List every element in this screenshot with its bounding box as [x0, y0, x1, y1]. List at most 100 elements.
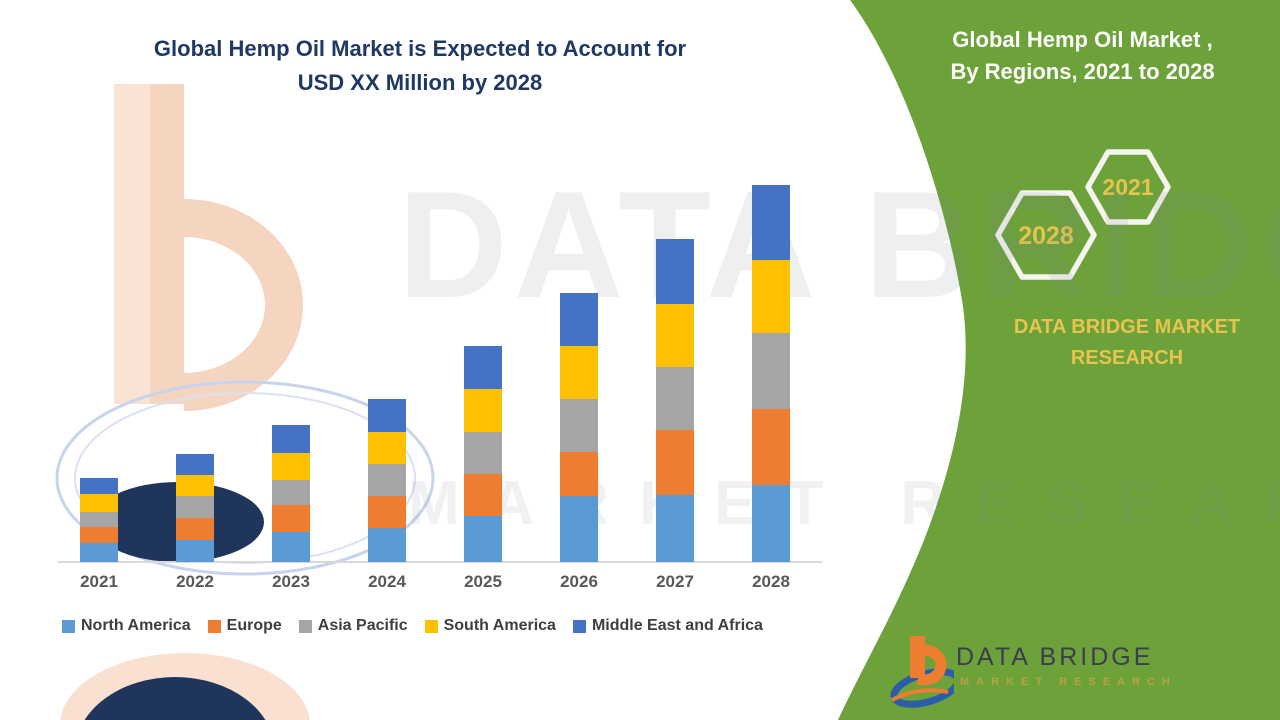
bar-segment-2026-north-america [560, 496, 598, 562]
logo-tagline-text: MARKET RESEARCH [960, 676, 1177, 688]
panel-title: Global Hemp Oil Market , By Regions, 202… [905, 24, 1260, 88]
bar-segment-2024-europe [368, 496, 406, 528]
watermark-ellipse-ring-inner [74, 392, 416, 564]
bar-segment-2023-south-america [272, 453, 310, 480]
bar-segment-2023-middle-east-and-africa [272, 425, 310, 453]
x-axis-label-2025: 2025 [464, 572, 502, 591]
x-axis-line [58, 561, 822, 563]
bar-segment-2021-asia-pacific [80, 512, 118, 527]
legend-swatch-north-america [62, 619, 75, 633]
bar-segment-2025-north-america [464, 516, 502, 562]
panel-title-line1: Global Hemp Oil Market , [952, 27, 1213, 52]
bar-segment-2027-north-america [656, 495, 694, 562]
panel-brand-text: DATA BRIDGE MARKET RESEARCH [960, 312, 1280, 374]
bar-2021 [80, 478, 118, 562]
bar-2023 [272, 425, 310, 562]
x-axis-label-2022: 2022 [176, 572, 214, 591]
watermark-ellipse-ring [55, 380, 435, 576]
bar-segment-2026-south-america [560, 346, 598, 399]
x-axis-label-2023: 2023 [272, 572, 310, 591]
hexagon-2021 [1085, 149, 1171, 225]
legend-item-north-america: North America [62, 617, 191, 635]
bar-segment-2028-south-america [752, 260, 790, 333]
legend-swatch-south-america [424, 619, 438, 633]
x-axis-label-2021: 2021 [80, 572, 118, 591]
bar-2025 [464, 346, 502, 562]
chart-title-line1: Global Hemp Oil Market is Expected to Ac… [153, 36, 687, 61]
bar-segment-2026-europe [560, 452, 598, 496]
logo-orange-underline [891, 688, 949, 702]
bar-segment-2025-middle-east-and-africa [464, 346, 502, 389]
logo-name-text: DATA BRIDGE [956, 643, 1154, 671]
x-axis-label-2027: 2027 [656, 572, 694, 591]
bar-segment-2022-asia-pacific [176, 496, 214, 518]
legend-label-south-america: South America [443, 617, 556, 634]
bar-2028 [752, 185, 790, 562]
bar-segment-2024-north-america [368, 528, 406, 562]
legend-item-south-america: South America [424, 617, 556, 635]
bar-segment-2028-north-america [752, 485, 790, 562]
bar-segment-2024-asia-pacific [368, 464, 406, 496]
x-axis-label-2024: 2024 [368, 572, 406, 591]
legend-label-middle-east-and-africa: Middle East and Africa [591, 617, 763, 634]
chart-title-line2: USD XX Million by 2028 [297, 70, 543, 95]
bar-segment-2021-middle-east-and-africa [80, 478, 118, 494]
bar-segment-2025-south-america [464, 389, 502, 432]
bar-segment-2022-south-america [176, 475, 214, 496]
x-axis-label-2026: 2026 [560, 572, 598, 591]
bar-segment-2022-middle-east-and-africa [176, 454, 214, 475]
bar-2022 [176, 454, 214, 562]
legend-label-north-america: North America [81, 617, 191, 634]
legend-label-europe: Europe [226, 617, 282, 634]
legend-item-asia-pacific: Asia Pacific [298, 617, 408, 635]
x-axis-label-2028: 2028 [752, 572, 790, 591]
logo-b-bowl [916, 644, 947, 686]
green-panel-shape [838, 0, 1280, 720]
panel-title-line2: By Regions, 2021 to 2028 [950, 59, 1215, 84]
bar-segment-2022-europe [176, 518, 214, 540]
data-bridge-logo: DATA BRIDGE MARKET RESEARCH [888, 630, 1218, 712]
bar-segment-2028-middle-east-and-africa [752, 185, 790, 260]
legend-item-europe: Europe [207, 617, 282, 635]
watermark-b-stem-shade [150, 84, 184, 404]
bar-segment-2028-asia-pacific [752, 333, 790, 409]
logo-b-stem [910, 636, 925, 678]
bar-segment-2021-europe [80, 527, 118, 543]
bar-segment-2024-middle-east-and-africa [368, 399, 406, 432]
legend-swatch-middle-east-and-africa [572, 619, 586, 633]
watermark-navy-corner [84, 677, 266, 720]
bar-segment-2027-asia-pacific [656, 367, 694, 430]
bar-segment-2028-europe [752, 409, 790, 485]
panel-brand-line1: DATA BRIDGE MARKET [1013, 316, 1241, 338]
bar-segment-2023-north-america [272, 532, 310, 562]
bar-segment-2022-north-america [176, 540, 214, 562]
bar-segment-2027-south-america [656, 304, 694, 367]
bar-2026 [560, 293, 598, 562]
hexagon-2021-label: 2021 [1102, 174, 1153, 200]
legend-swatch-europe [207, 619, 221, 633]
hexagon-2028 [995, 190, 1097, 280]
bar-segment-2026-middle-east-and-africa [560, 293, 598, 346]
legend-label-asia-pacific: Asia Pacific [317, 617, 408, 634]
bar-2027 [656, 239, 694, 562]
bar-segment-2021-south-america [80, 494, 118, 512]
bar-segment-2027-europe [656, 430, 694, 495]
bar-segment-2025-asia-pacific [464, 432, 502, 474]
bar-segment-2026-asia-pacific [560, 399, 598, 452]
legend-swatch-asia-pacific [298, 619, 312, 633]
legend-item-middle-east-and-africa: Middle East and Africa [572, 617, 763, 635]
bar-segment-2027-middle-east-and-africa [656, 239, 694, 304]
hexagon-2028-label: 2028 [1018, 222, 1074, 250]
data-bridge-logo-icon [890, 636, 962, 708]
bar-segment-2023-asia-pacific [272, 480, 310, 505]
bar-2024 [368, 399, 406, 562]
bar-segment-2025-europe [464, 474, 502, 516]
chart-legend: North America Europe Asia Pacific South Ame… [62, 617, 763, 635]
chart-title: Global Hemp Oil Market is Expected to Ac… [60, 32, 780, 100]
bar-segment-2021-north-america [80, 543, 118, 562]
bar-segment-2023-europe [272, 505, 310, 532]
